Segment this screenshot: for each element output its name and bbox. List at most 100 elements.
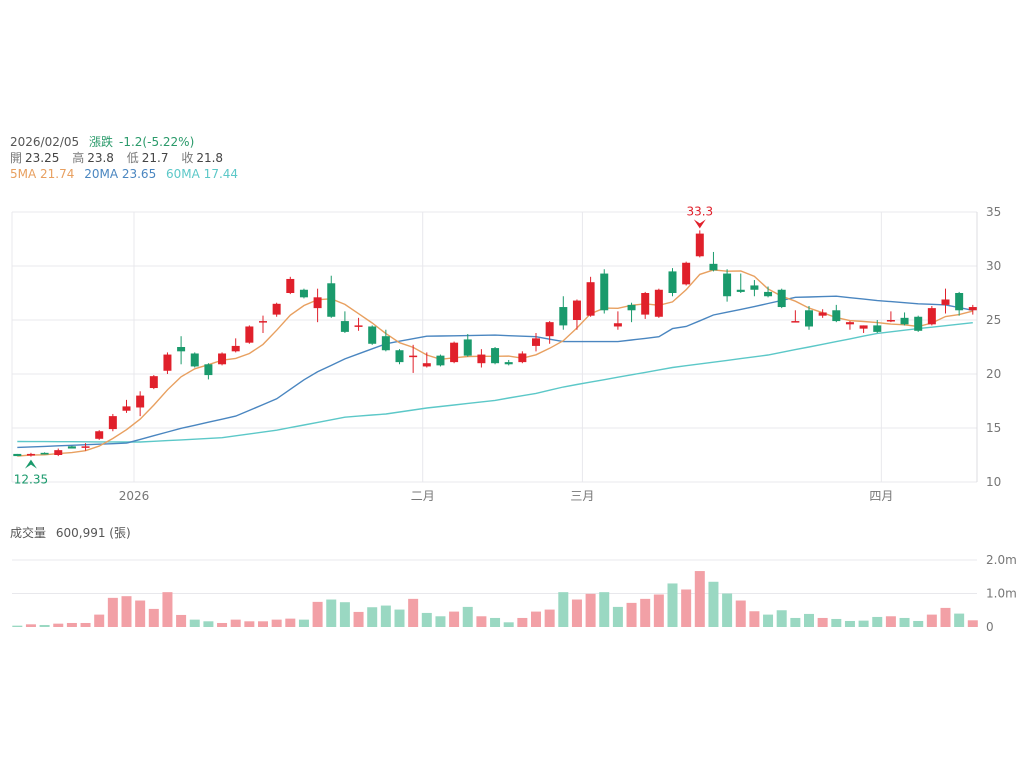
- volume-label: 成交量: [10, 526, 47, 540]
- volume-bar: [585, 593, 596, 627]
- candle-body: [600, 273, 609, 311]
- candle-body: [299, 289, 308, 298]
- candle-body: [136, 395, 145, 408]
- candle-body: [13, 453, 22, 457]
- max-price-label: 33.3: [686, 204, 713, 218]
- candle-body: [26, 453, 35, 456]
- candle-body: [327, 283, 336, 317]
- volume-bar: [844, 620, 855, 627]
- volume-bar: [421, 612, 432, 627]
- candle-body: [900, 317, 909, 325]
- open-value: 23.25: [25, 151, 60, 165]
- candle-body: [613, 323, 622, 327]
- date: 2026/02/05: [10, 135, 80, 149]
- volume-bar: [476, 616, 487, 627]
- volume-bar: [94, 614, 105, 627]
- header-line-date: 2026/02/05 漲跌 -1.2(-5.22%): [10, 134, 200, 150]
- volume-bar: [735, 600, 746, 627]
- candle-body: [668, 271, 677, 293]
- volume-bar: [872, 616, 883, 627]
- volume-bar: [926, 614, 937, 627]
- candle-body: [40, 452, 49, 455]
- candle-body: [818, 312, 827, 316]
- close-label: 收: [181, 151, 194, 165]
- candle-body: [572, 300, 581, 320]
- price-tick-label: 10: [986, 475, 1001, 489]
- volume-bar: [271, 619, 282, 627]
- ma60-legend: 60MA 17.44: [166, 167, 239, 181]
- volume-bar: [954, 613, 965, 627]
- volume-bars: [12, 571, 978, 627]
- candle-body: [354, 325, 363, 327]
- volume-bar: [776, 610, 787, 627]
- volume-bar: [298, 619, 309, 627]
- volume-bar: [367, 607, 378, 627]
- candle-body: [559, 307, 568, 326]
- volume-bar: [12, 625, 23, 627]
- candle-body: [313, 297, 322, 309]
- candle-body: [67, 446, 76, 449]
- volume-bar: [531, 611, 541, 627]
- volume-bar: [831, 618, 842, 627]
- axes: 10 15 20 25 30 35 2026 二月 三月 四月 0 1.0m 2.0m 33.3 12.35: [14, 204, 1017, 634]
- candle-body: [54, 450, 63, 455]
- candle-body: [654, 289, 663, 317]
- volume-tick-label: 0: [986, 620, 994, 634]
- low-label: 低: [126, 151, 139, 165]
- volume-bar: [571, 599, 582, 627]
- candle-body: [204, 364, 213, 376]
- candle-body: [682, 262, 691, 285]
- volume-bar: [626, 602, 637, 627]
- candle-body: [927, 308, 936, 325]
- candle-body: [532, 338, 540, 346]
- candle-body: [750, 285, 759, 290]
- candle-body: [245, 326, 254, 343]
- candle-body: [108, 416, 117, 430]
- candle-body: [95, 431, 104, 439]
- volume-bar: [462, 606, 473, 627]
- ma20-legend: 20MA 23.65: [84, 167, 157, 181]
- min-marker-icon: [24, 459, 37, 469]
- price-tick-label: 25: [986, 313, 1001, 327]
- candle-body: [272, 303, 281, 315]
- volume-bar: [544, 609, 555, 627]
- candle-body: [695, 233, 704, 257]
- candle-body: [122, 406, 131, 411]
- candle-body: [941, 299, 950, 305]
- volume-bar: [558, 592, 569, 627]
- volume-bar: [804, 613, 814, 627]
- candle-body: [723, 273, 732, 297]
- volume-bar: [176, 614, 187, 627]
- volume-header: 成交量 600,991 (張): [10, 524, 137, 541]
- volume-bar: [107, 597, 118, 627]
- candle-body: [709, 263, 718, 271]
- header-line-ma: 5MA 21.74 20MA 23.65 60MA 17.44: [10, 166, 244, 182]
- time-tick-label: 三月: [570, 489, 594, 503]
- volume-bar: [749, 611, 760, 627]
- volume-bar: [490, 617, 501, 627]
- candle-body: [149, 376, 158, 389]
- volume-bar: [940, 607, 951, 627]
- volume-bar: [394, 609, 405, 627]
- volume-bar: [230, 619, 241, 627]
- candle-body: [791, 321, 800, 323]
- price-tick-label: 20: [986, 367, 1001, 381]
- candle-body: [545, 322, 554, 337]
- high-value: 23.8: [87, 151, 114, 165]
- ma60-line: [17, 322, 973, 443]
- candle-body: [955, 293, 964, 311]
- candle-body: [886, 320, 895, 322]
- volume-bar: [449, 611, 460, 627]
- volume-bar: [599, 592, 610, 627]
- min-price-label: 12.35: [14, 473, 48, 487]
- volume-bar: [353, 611, 364, 627]
- price-tick-label: 35: [986, 205, 1001, 219]
- volume-bar: [135, 600, 146, 627]
- volume-bar: [817, 617, 828, 627]
- candle-body: [422, 363, 431, 367]
- volume-bar: [258, 621, 268, 627]
- candle-body: [518, 353, 527, 363]
- volume-bar: [763, 614, 774, 627]
- candle-body: [436, 355, 445, 366]
